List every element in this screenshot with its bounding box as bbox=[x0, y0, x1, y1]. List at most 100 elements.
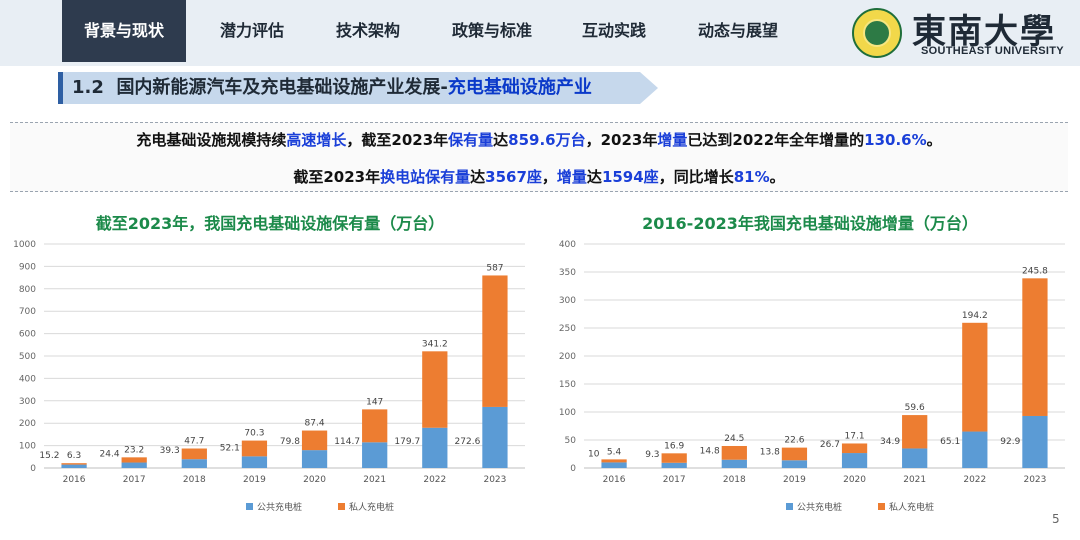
bar-label-private: 59.6 bbox=[905, 403, 925, 413]
summary-line-1: 充电基础设施规模持续高速增长，截至2023年保有量达859.6万台，2023年增… bbox=[10, 129, 1068, 150]
y-tick-label: 300 bbox=[19, 397, 36, 407]
legend-label-public: 公共充电桩 bbox=[797, 501, 842, 513]
bar-label-private: 23.2 bbox=[124, 445, 144, 455]
bar-label-private: 147 bbox=[366, 397, 383, 407]
tab-potential[interactable]: 潜力评估 bbox=[219, 21, 284, 40]
summary-text: 截至2023年 bbox=[293, 168, 381, 186]
legend-swatch-public bbox=[246, 503, 253, 510]
bar-public bbox=[1022, 415, 1048, 468]
chart-2-title: 2016-2023年我国充电基础设施增量（万台） bbox=[642, 214, 978, 233]
section-banner bbox=[58, 72, 658, 104]
bar-label-private: 194.2 bbox=[962, 311, 988, 321]
bar-label-public: 79.8 bbox=[280, 437, 300, 447]
bar-private bbox=[482, 275, 508, 407]
bar-private bbox=[962, 322, 988, 432]
x-tick-label: 2018 bbox=[723, 475, 746, 485]
bar-label-public: 39.3 bbox=[160, 446, 180, 456]
y-tick-label: 600 bbox=[19, 330, 36, 340]
x-tick-label: 2023 bbox=[483, 475, 506, 485]
y-tick-label: 0 bbox=[30, 464, 36, 474]
y-tick-label: 400 bbox=[559, 240, 576, 250]
summary-highlight: 1594座 bbox=[601, 168, 659, 186]
summary-text: 达 bbox=[470, 168, 486, 186]
university-seal-icon bbox=[852, 8, 902, 58]
x-tick-label: 2019 bbox=[243, 475, 266, 485]
legend-label-private: 私人充电桩 bbox=[349, 501, 394, 513]
legend-label-public: 公共充电桩 bbox=[257, 501, 302, 513]
summary-highlight: 3567座 bbox=[485, 168, 542, 186]
summary-line-2: 截至2023年换电站保有量达3567座，增量达1594座，同比增长81%。 bbox=[10, 166, 1068, 187]
bar-public bbox=[962, 431, 988, 468]
section-banner-accent bbox=[58, 72, 63, 104]
summary-text: 。 bbox=[769, 168, 785, 186]
bar-private bbox=[902, 415, 928, 449]
x-tick-label: 2017 bbox=[123, 475, 146, 485]
y-tick-label: 300 bbox=[559, 296, 576, 306]
summary-text: ， bbox=[541, 168, 557, 186]
bar-label-private: 24.5 bbox=[724, 434, 744, 444]
section-number: 1.2 bbox=[72, 77, 104, 98]
section-title-highlight: 充电基础设施产业 bbox=[447, 77, 592, 98]
summary-highlight: 81% bbox=[733, 168, 770, 186]
bar-label-public: 26.7 bbox=[820, 440, 840, 450]
section-title-main: 国内新能源汽车及充电基础设施产业发展- bbox=[116, 77, 448, 98]
x-tick-label: 2019 bbox=[783, 475, 806, 485]
summary-text: 充电基础设施规模持续 bbox=[136, 131, 287, 149]
bar-private bbox=[181, 448, 207, 460]
tab-outlook[interactable]: 动态与展望 bbox=[697, 21, 778, 40]
x-tick-label: 2017 bbox=[663, 475, 686, 485]
summary-text: ，截至2023年 bbox=[346, 131, 449, 149]
bar-public bbox=[902, 448, 928, 468]
x-tick-label: 2021 bbox=[903, 475, 926, 485]
y-tick-label: 200 bbox=[19, 419, 36, 429]
page-number: 5 bbox=[1052, 512, 1060, 526]
bar-private bbox=[121, 457, 147, 463]
tab-architecture[interactable]: 技术架构 bbox=[335, 21, 400, 40]
bar-private bbox=[422, 351, 448, 428]
bar-public bbox=[422, 427, 448, 468]
summary-text: 达 bbox=[493, 131, 509, 149]
bar-public bbox=[301, 450, 328, 468]
bar-public bbox=[61, 464, 87, 468]
section-title: 1.2 国内新能源汽车及充电基础设施产业发展-充电基础设施产业 bbox=[72, 72, 592, 104]
y-tick-label: 50 bbox=[565, 436, 577, 446]
university-name-cn: 東南大學 bbox=[912, 12, 1056, 52]
bar-private bbox=[721, 445, 747, 460]
bar-label-public: 272.6 bbox=[455, 437, 481, 447]
summary-highlight: 增量 bbox=[556, 168, 587, 186]
bar-private bbox=[1022, 278, 1048, 416]
y-tick-label: 800 bbox=[19, 285, 36, 295]
bar-label-public: 114.7 bbox=[334, 437, 360, 447]
bar-label-public: 15.2 bbox=[39, 451, 59, 461]
x-tick-label: 2023 bbox=[1023, 475, 1046, 485]
bar-private bbox=[301, 430, 328, 451]
summary-box: 充电基础设施规模持续高速增长，截至2023年保有量达859.6万台，2023年增… bbox=[10, 122, 1068, 192]
tab-background[interactable]: 背景与现状 bbox=[62, 0, 186, 62]
summary-highlight: 859.6万台 bbox=[508, 131, 586, 149]
bar-label-private: 87.4 bbox=[305, 419, 325, 429]
bar-label-public: 52.1 bbox=[220, 443, 240, 453]
bar-public bbox=[181, 459, 207, 468]
bar-label-public: 92.9 bbox=[1000, 437, 1020, 447]
x-tick-label: 2021 bbox=[363, 475, 386, 485]
bar-label-public: 179.7 bbox=[394, 437, 420, 447]
bar-private bbox=[781, 447, 808, 461]
bar-private bbox=[61, 463, 87, 465]
bar-public bbox=[482, 406, 508, 468]
legend-swatch-private bbox=[878, 503, 885, 510]
legend-label-private: 私人充电桩 bbox=[889, 501, 934, 513]
summary-text: 已达到2022年全年增量的 bbox=[687, 131, 865, 149]
bar-private bbox=[601, 459, 627, 463]
legend-swatch-public bbox=[786, 503, 793, 510]
bar-public bbox=[721, 459, 747, 468]
summary-text: ，2023年 bbox=[585, 131, 658, 149]
tab-policy[interactable]: 政策与标准 bbox=[451, 21, 532, 40]
x-tick-label: 2020 bbox=[843, 475, 866, 485]
bar-label-public: 65.1 bbox=[940, 437, 960, 447]
x-tick-label: 2016 bbox=[603, 475, 626, 485]
chart-1-title: 截至2023年，我国充电基础设施保有量（万台） bbox=[95, 214, 445, 233]
bar-private bbox=[362, 409, 388, 443]
summary-highlight: 换电站保有量 bbox=[380, 168, 471, 186]
tab-practice[interactable]: 互动实践 bbox=[581, 21, 646, 40]
bar-label-public: 14.8 bbox=[700, 447, 720, 457]
